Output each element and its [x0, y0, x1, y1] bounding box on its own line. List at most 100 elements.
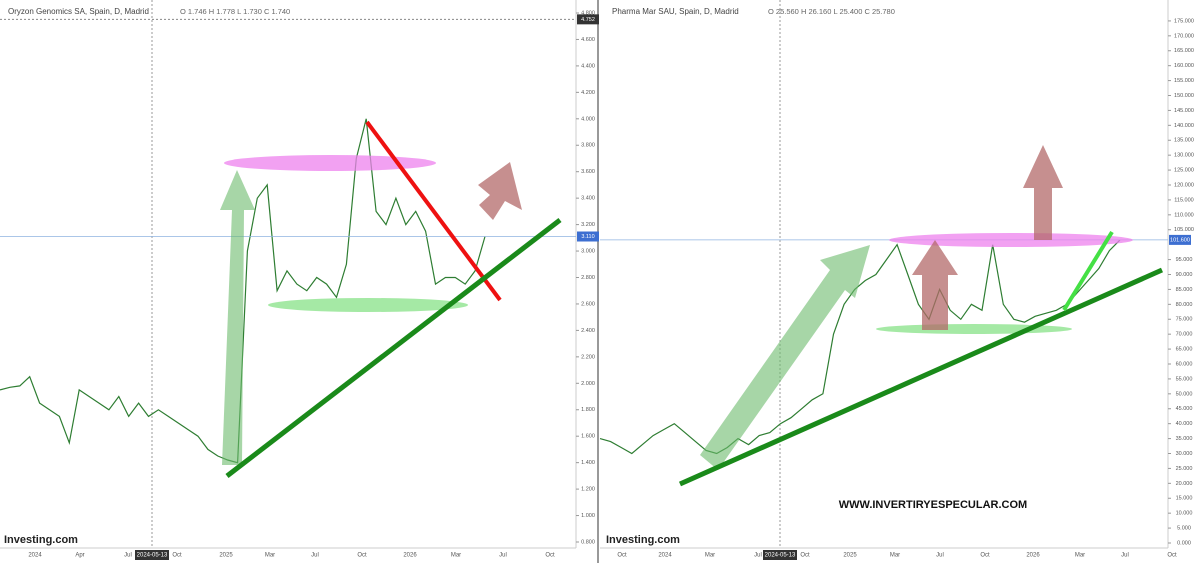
y-tick-label: 1.600 — [581, 434, 595, 440]
y-tick-label: 25.000 — [1176, 466, 1193, 472]
y-tick-label: 4.200 — [581, 90, 595, 96]
y-tick-label: 155.000 — [1174, 78, 1194, 84]
y-tick-label: 0.800 — [581, 539, 595, 545]
last-price-label: 101.600 — [1170, 237, 1190, 243]
high-price-label: 4.752 — [581, 17, 595, 23]
y-tick-label: 125.000 — [1174, 168, 1194, 174]
y-tick-label: 10.000 — [1176, 511, 1193, 517]
y-tick-label: 120.000 — [1174, 182, 1194, 188]
trend-line — [225, 218, 562, 478]
arrow — [1023, 145, 1063, 240]
y-tick-label: 3.400 — [581, 196, 595, 202]
trend-line — [678, 267, 1164, 487]
x-tick-label: Mar — [265, 553, 275, 559]
y-tick-label: 2.600 — [581, 301, 595, 307]
x-tick-label: 2026 — [403, 553, 417, 559]
y-tick-label: 105.000 — [1174, 227, 1194, 233]
x-tick-label: Oct — [172, 553, 182, 559]
watermark: Investing.com — [4, 534, 78, 546]
x-tick-label: Oct — [980, 553, 990, 559]
resistance-zone — [889, 233, 1133, 247]
support-zone — [268, 298, 468, 312]
ohlc: O 25.560 H 26.160 L 25.400 C 25.780 — [768, 7, 895, 16]
y-tick-label: 1.400 — [581, 460, 595, 466]
x-tick-label: Jul — [936, 553, 944, 559]
x-tick-label: Mar — [705, 553, 715, 559]
y-tick-label: 50.000 — [1176, 391, 1193, 397]
x-tick-label: 2024 — [28, 553, 42, 559]
y-tick-label: 1.000 — [581, 513, 595, 519]
x-tick-label: Oct — [357, 553, 367, 559]
x-tick-label: Oct — [800, 553, 810, 559]
y-tick-label: 95.000 — [1176, 257, 1193, 263]
y-tick-label: 45.000 — [1176, 406, 1193, 412]
y-tick-label: 170.000 — [1174, 33, 1194, 39]
y-tick-label: 20.000 — [1176, 481, 1193, 487]
price-line — [599, 239, 1121, 455]
last-price-box — [1169, 234, 1191, 245]
chart-title: Pharma Mar SAU, Spain, D, Madrid — [612, 7, 739, 16]
y-tick-label: 3.600 — [581, 169, 595, 175]
x-tick-label: 2024 — [658, 553, 672, 559]
date-marker: 2024-05-13 — [137, 553, 168, 559]
y-tick-label: 0.000 — [1177, 540, 1191, 546]
x-tick-label: Mar — [1075, 553, 1085, 559]
y-tick-label: 30.000 — [1176, 451, 1193, 457]
y-tick-label: 2.200 — [581, 354, 595, 360]
x-tick-label: Oct — [617, 553, 627, 559]
y-tick-label: 35.000 — [1176, 436, 1193, 442]
arrow — [478, 162, 522, 220]
y-tick-label: 135.000 — [1174, 138, 1194, 144]
y-tick-label: 3.800 — [581, 143, 595, 149]
x-tick-label: Oct — [545, 553, 555, 559]
y-tick-label: 3.000 — [581, 249, 595, 255]
resistance-zone — [224, 155, 436, 171]
arrow — [220, 170, 255, 465]
y-tick-label: 2.400 — [581, 328, 595, 334]
trend-line — [365, 120, 502, 302]
y-tick-label: 140.000 — [1174, 123, 1194, 129]
y-tick-label: 55.000 — [1176, 376, 1193, 382]
y-tick-label: 1.800 — [581, 407, 595, 413]
y-tick-label: 130.000 — [1174, 153, 1194, 159]
x-tick-label: 2025 — [219, 553, 233, 559]
last-price-label: 3.110 — [581, 234, 594, 240]
y-tick-label: 70.000 — [1176, 332, 1193, 338]
y-tick-label: 60.000 — [1176, 361, 1193, 367]
trend-line — [1062, 230, 1114, 312]
x-tick-label: Jul — [311, 553, 319, 559]
y-tick-label: 2.000 — [581, 381, 595, 387]
x-tick-label: Oct — [1167, 553, 1177, 559]
arrow — [912, 240, 958, 330]
high-price-box — [577, 14, 599, 25]
y-tick-label: 15.000 — [1176, 496, 1193, 502]
y-tick-label: 115.000 — [1174, 197, 1193, 203]
y-tick-label: 165.000 — [1174, 48, 1194, 54]
y-tick-label: 80.000 — [1176, 302, 1193, 308]
x-tick-label: 2025 — [843, 553, 857, 559]
y-tick-label: 3.200 — [581, 222, 595, 228]
x-tick-label: 2026 — [1026, 553, 1040, 559]
y-tick-label: 85.000 — [1176, 287, 1193, 293]
y-tick-label: 150.000 — [1174, 93, 1194, 99]
y-tick-label: 90.000 — [1176, 272, 1193, 278]
chart-title: Oryzon Genomics SA, Spain, D, Madrid — [8, 7, 149, 16]
y-tick-label: 4.400 — [581, 63, 595, 69]
y-tick-label: 4.800 — [581, 10, 595, 16]
website: WWW.INVERTIRYESPECULAR.COM — [839, 499, 1027, 511]
x-tick-label: Apr — [75, 553, 84, 559]
y-tick-label: 2.800 — [581, 275, 595, 281]
y-tick-label: 160.000 — [1174, 63, 1194, 69]
y-tick-label: 65.000 — [1176, 347, 1193, 353]
date-marker-box — [135, 550, 169, 560]
annotations — [220, 120, 1164, 487]
last-price-box — [577, 231, 599, 242]
ohlc: O 1.746 H 1.778 L 1.730 C 1.740 — [180, 7, 290, 16]
y-tick-label: 175.000 — [1174, 18, 1194, 24]
y-tick-label: 4.000 — [581, 116, 595, 122]
date-marker: 2024-05-13 — [765, 553, 796, 559]
watermark: Investing.com — [606, 534, 680, 546]
y-tick-label: 1.200 — [581, 487, 595, 493]
